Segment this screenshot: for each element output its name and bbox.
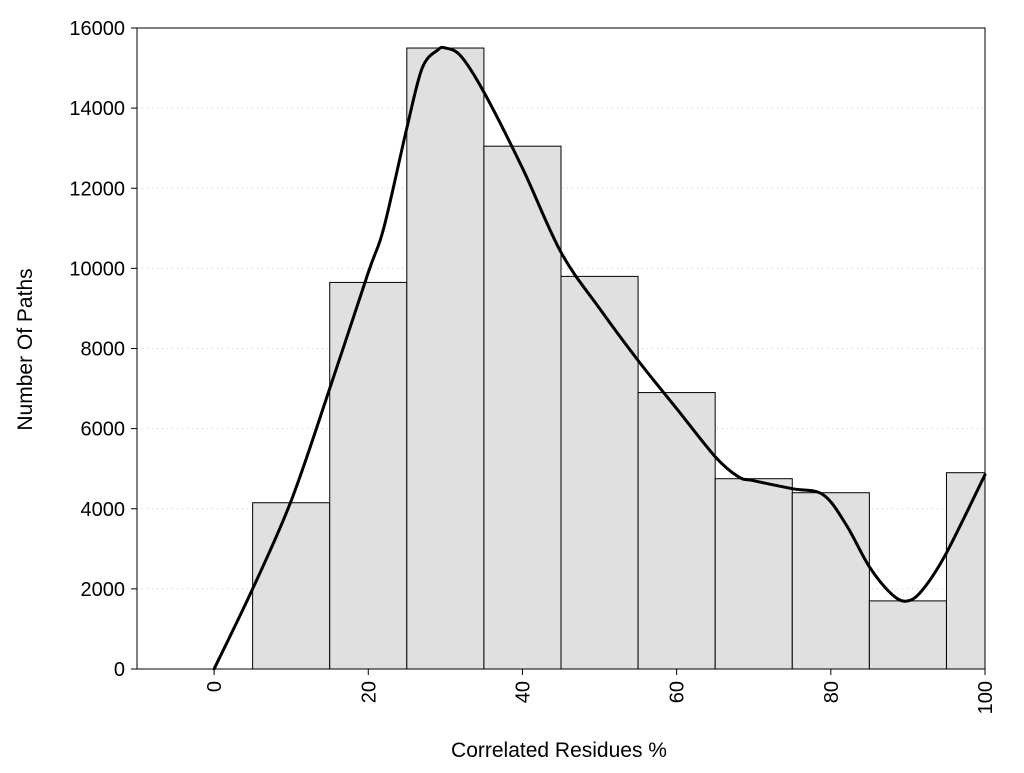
x-tick-label: 20 (358, 681, 380, 703)
y-tick-label: 16000 (69, 18, 125, 40)
y-tick-label: 14000 (69, 98, 125, 120)
x-tick-label: 40 (512, 681, 534, 703)
y-tick-label: 2000 (81, 579, 126, 601)
x-tick-label: 60 (667, 681, 689, 703)
y-tick-label: 10000 (69, 258, 125, 280)
x-axis-title: Correlated Residues % (451, 739, 667, 762)
y-tick-label: 12000 (69, 178, 125, 200)
histogram-bar (406, 47, 485, 670)
density-curve-layer (212, 45, 987, 671)
y-tick-label: 8000 (81, 339, 126, 361)
y-axis-title: Number Of Paths (14, 268, 37, 430)
x-tick-label: 100 (975, 681, 997, 714)
x-tick-label: 80 (821, 681, 843, 703)
histogram-bar (945, 472, 986, 670)
histogram-bars (252, 47, 986, 670)
histogram-bar (714, 478, 793, 670)
histogram-bar (637, 392, 716, 670)
histogram-bar (329, 281, 408, 670)
y-axis-ticks: 0 2000 4000 6000 8000 10000 12000 14000 16000 (69, 18, 137, 681)
histogram-bar (868, 600, 947, 670)
x-axis-ticks: 0 20 40 60 80 100 (204, 669, 997, 714)
histogram-bar (252, 502, 331, 670)
y-tick-label: 4000 (81, 499, 126, 521)
histogram-bar (791, 492, 870, 670)
y-tick-label: 6000 (81, 419, 126, 441)
histogram-bar (560, 275, 639, 670)
x-tick-label: 0 (204, 681, 226, 692)
density-curve (212, 45, 987, 671)
y-tick-label: 0 (114, 659, 125, 681)
histogram-bar (483, 145, 562, 670)
